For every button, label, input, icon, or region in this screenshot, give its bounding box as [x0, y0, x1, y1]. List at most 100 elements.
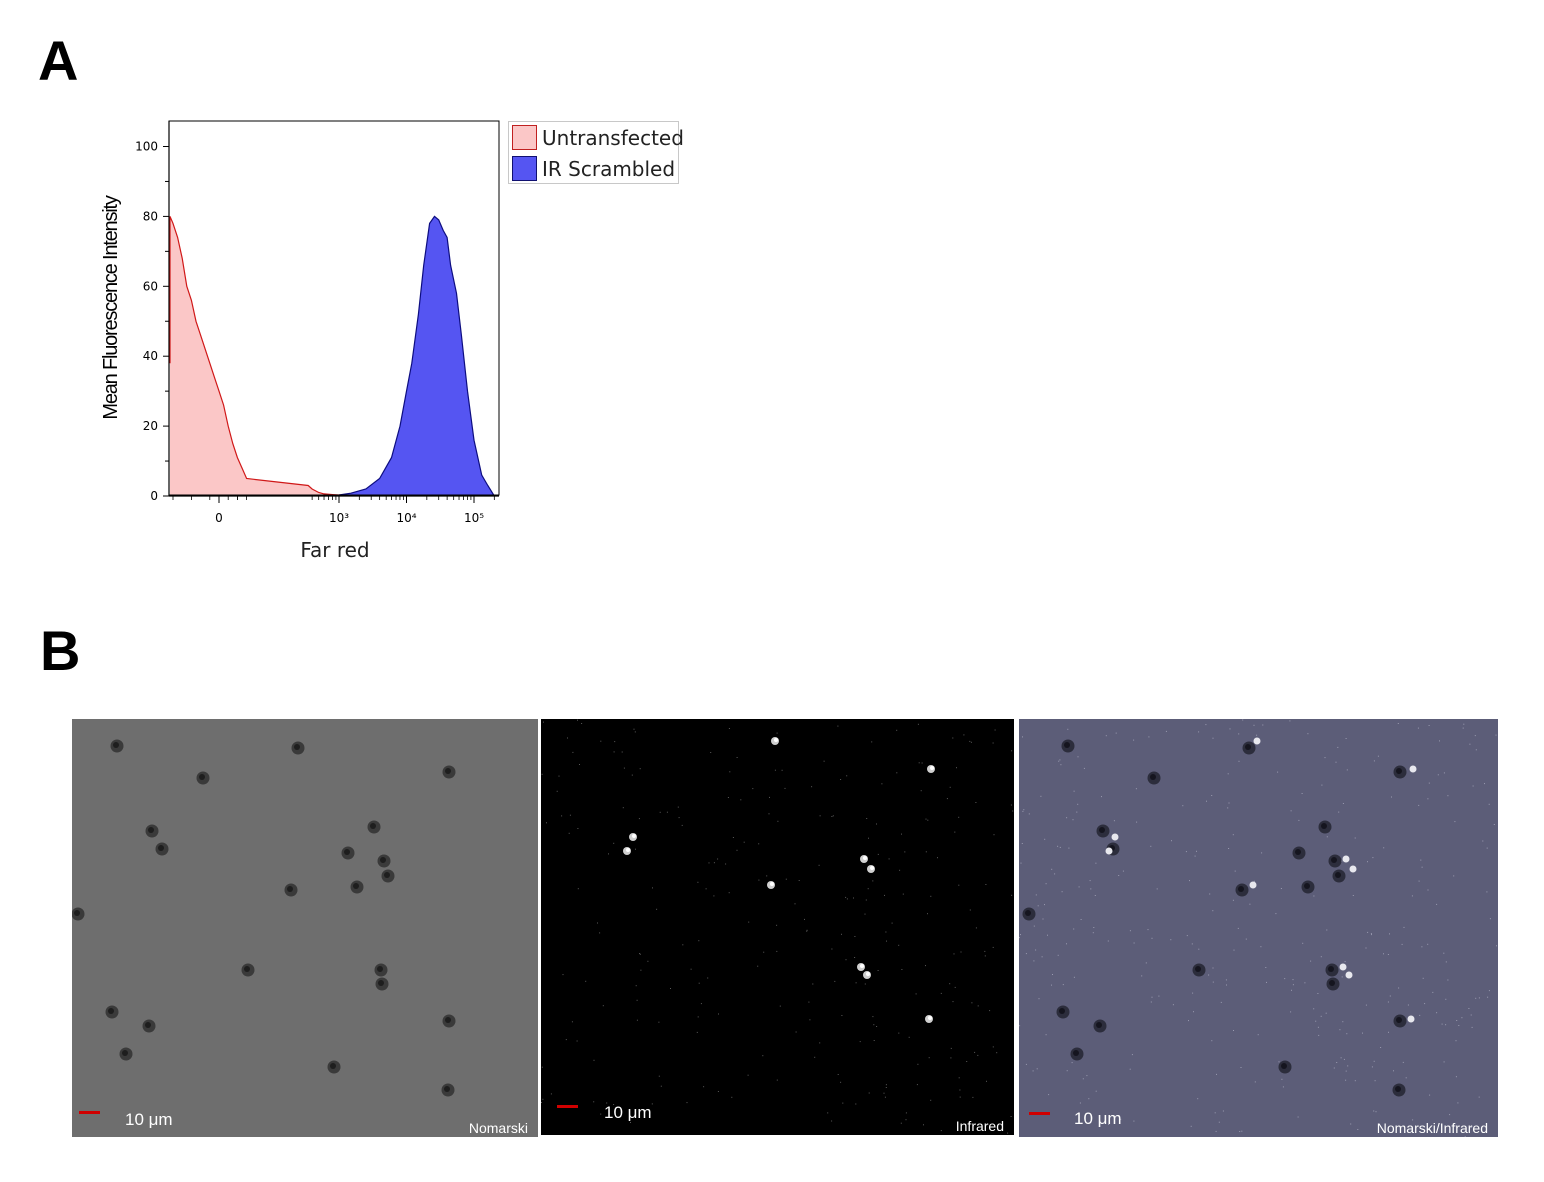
noise-speck [827, 1112, 829, 1114]
noise-speck [1337, 746, 1339, 748]
noise-speck [970, 741, 972, 743]
noise-speck [1054, 873, 1056, 875]
noise-speck [855, 1103, 857, 1105]
cell-nucleus [145, 1022, 151, 1028]
cell-nucleus [1150, 774, 1156, 780]
micrograph-label: Nomarski/Infrared [1376, 1120, 1488, 1136]
noise-speck [740, 799, 742, 801]
noise-speck [1028, 813, 1030, 815]
noise-speck [1496, 945, 1497, 947]
cell-nucleus [1281, 1063, 1287, 1069]
cell-nucleus [1238, 886, 1244, 892]
noise-speck [777, 820, 779, 822]
noise-speck [1023, 809, 1025, 811]
noise-speck [1470, 1126, 1472, 1128]
noise-speck [1068, 847, 1070, 849]
noise-speck [1405, 1077, 1407, 1079]
noise-speck [1135, 788, 1137, 790]
cell-nucleus [380, 857, 386, 863]
noise-speck [908, 1036, 910, 1038]
noise-speck [1011, 750, 1013, 752]
noise-speck [1190, 1125, 1192, 1127]
cell-nucleus [1304, 883, 1310, 889]
noise-speck [550, 1093, 552, 1095]
noise-speck [1232, 899, 1234, 901]
series-area-ir-scrambled [324, 216, 495, 496]
noise-speck [1389, 933, 1390, 935]
noise-speck [1025, 1063, 1027, 1065]
noise-speck [736, 757, 738, 758]
noise-speck [1291, 989, 1292, 991]
noise-speck [1454, 821, 1456, 823]
panel-label-a: A [38, 29, 79, 92]
noise-speck [1336, 1062, 1338, 1063]
noise-speck [1463, 723, 1465, 725]
noise-speck [873, 1040, 875, 1041]
noise-speck [1078, 886, 1080, 888]
noise-speck [717, 858, 719, 860]
cell-nucleus [377, 966, 383, 972]
noise-speck [1133, 1120, 1135, 1122]
noise-speck [769, 796, 770, 798]
cell-nucleus [444, 1086, 450, 1092]
noise-speck [1310, 960, 1312, 962]
noise-speck [992, 742, 994, 744]
noise-speck [1227, 807, 1229, 809]
noise-speck [855, 982, 857, 984]
fluorescent-spot [1409, 765, 1417, 773]
noise-speck [1232, 834, 1234, 836]
noise-speck [1443, 772, 1445, 774]
noise-speck [639, 953, 641, 954]
noise-speck [1344, 961, 1346, 963]
noise-speck [1205, 724, 1207, 726]
noise-speck [1439, 740, 1440, 742]
noise-speck [710, 752, 712, 753]
noise-speck [1373, 1060, 1375, 1062]
noise-speck [872, 1016, 874, 1018]
noise-speck [1148, 736, 1150, 738]
noise-speck [854, 957, 856, 958]
noise-speck [635, 848, 636, 850]
micrograph-image [1019, 719, 1498, 1137]
series-line-ir-scrambled [323, 215, 495, 497]
cell-nucleus [108, 1008, 114, 1014]
noise-speck [758, 879, 760, 881]
noise-speck [572, 751, 574, 753]
noise-speck [959, 1089, 961, 1091]
noise-speck [768, 813, 770, 815]
noise-speck [960, 951, 962, 953]
noise-speck [562, 974, 564, 976]
noise-speck [636, 1019, 638, 1021]
noise-speck [1402, 1061, 1404, 1063]
cell-nucleus [1059, 1008, 1065, 1014]
noise-speck [984, 955, 986, 957]
noise-speck [1228, 848, 1230, 849]
noise-speck [1077, 756, 1079, 758]
noise-speck [884, 1096, 886, 1098]
noise-speck [577, 719, 578, 721]
noise-speck [958, 1077, 960, 1079]
noise-speck [697, 1016, 699, 1018]
noise-speck [1037, 905, 1039, 907]
noise-speck [977, 1005, 979, 1007]
cell-nucleus [113, 742, 119, 748]
noise-speck [819, 1042, 821, 1044]
noise-speck [1345, 1079, 1347, 1081]
legend-label: IR Scrambled [542, 156, 676, 181]
noise-speck [1290, 810, 1292, 812]
noise-speck [864, 983, 866, 985]
noise-speck [608, 853, 609, 855]
fluorescent-spot [1339, 963, 1347, 971]
cell-nucleus [344, 849, 350, 855]
noise-speck [670, 988, 671, 989]
noise-speck [1371, 1066, 1373, 1068]
noise-speck [1313, 1008, 1315, 1010]
noise-speck [1347, 1065, 1349, 1067]
noise-speck [1012, 810, 1014, 812]
noise-speck [565, 1039, 567, 1041]
noise-speck [1150, 845, 1152, 847]
noise-speck [1265, 967, 1267, 968]
noise-speck [902, 893, 904, 895]
noise-speck [881, 783, 883, 785]
noise-speck [631, 774, 633, 776]
